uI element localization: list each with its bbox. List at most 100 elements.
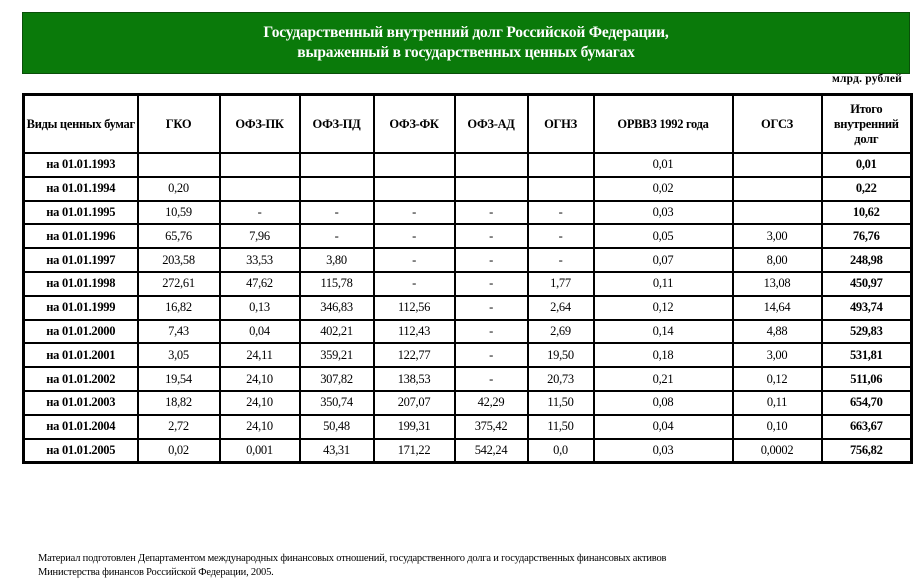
row-date: на 01.01.2004 bbox=[22, 413, 139, 440]
value-cell: - bbox=[526, 247, 595, 273]
value-cell: - bbox=[218, 199, 301, 226]
value-cell: 122,77 bbox=[372, 342, 456, 369]
value-cell: 0,03 bbox=[592, 199, 734, 226]
source-note: Материал подготовлен Департаментом между… bbox=[38, 552, 666, 580]
value-cell: 0,20 bbox=[136, 175, 221, 202]
value-cell: 8,00 bbox=[731, 247, 823, 273]
value-cell: 542,24 bbox=[453, 437, 529, 464]
column-header: ГКО bbox=[136, 93, 221, 154]
value-cell: - bbox=[298, 223, 375, 250]
value-cell: 24,11 bbox=[218, 342, 301, 369]
table-row: на 01.01.1996 65,76 7,96- - - -0,05 3,00 76,76 bbox=[22, 223, 913, 250]
value-cell: 0,08 bbox=[592, 389, 734, 416]
total-cell: 663,67 bbox=[820, 413, 913, 440]
value-cell: 50,48 bbox=[298, 413, 375, 440]
value-cell: 2,69 bbox=[526, 318, 595, 345]
value-cell: - bbox=[453, 270, 529, 297]
table-row: на 01.01.1997 203,58 33,53 3,80- - -0,07 8,00 2… bbox=[22, 247, 913, 273]
total-cell: 756,82 bbox=[820, 437, 913, 464]
value-cell: 350,74 bbox=[298, 389, 375, 416]
value-cell: 4,88 bbox=[731, 318, 823, 345]
value-cell: 24,10 bbox=[218, 413, 301, 440]
value-cell: 0,05 bbox=[592, 223, 734, 250]
value-cell: 0,001 bbox=[218, 437, 301, 464]
value-cell: - bbox=[453, 223, 529, 250]
column-header: ОФЗ-ПК bbox=[218, 93, 301, 154]
row-date: на 01.01.1994 bbox=[22, 175, 139, 202]
value-cell: 3,00 bbox=[731, 342, 823, 369]
value-cell: - bbox=[453, 318, 529, 345]
table-row: на 01.01.2004 2,72 24,10 50,48 199,31 375,42 1… bbox=[22, 413, 913, 440]
value-cell: 207,07 bbox=[372, 389, 456, 416]
value-cell: 0,11 bbox=[731, 389, 823, 416]
value-cell bbox=[526, 152, 595, 178]
value-cell: 10,59 bbox=[136, 199, 221, 226]
total-cell: 0,01 bbox=[820, 152, 913, 178]
value-cell: 0,0 bbox=[526, 437, 595, 464]
value-cell: 112,43 bbox=[372, 318, 456, 345]
value-cell bbox=[298, 175, 375, 202]
total-cell: 0,22 bbox=[820, 175, 913, 202]
table-row: на 01.01.2005 0,02 0,001 43,31 171,22 542,24 0… bbox=[22, 437, 913, 464]
value-cell: 19,54 bbox=[136, 366, 221, 392]
value-cell: 47,62 bbox=[218, 270, 301, 297]
row-date: на 01.01.2005 bbox=[22, 437, 139, 464]
value-cell: 0,12 bbox=[731, 366, 823, 392]
value-cell: 7,43 bbox=[136, 318, 221, 345]
table-row: на 01.01.2003 18,82 24,10 350,74 207,07 42,29… bbox=[22, 389, 913, 416]
value-cell: 0,12 bbox=[592, 294, 734, 321]
column-header: Итого внутренний долг bbox=[820, 93, 913, 154]
value-cell: 2,72 bbox=[136, 413, 221, 440]
value-cell bbox=[136, 152, 221, 178]
value-cell: 43,31 bbox=[298, 437, 375, 464]
value-cell: - bbox=[526, 199, 595, 226]
value-cell: 0,04 bbox=[218, 318, 301, 345]
value-cell: 0,10 bbox=[731, 413, 823, 440]
value-cell: 0,07 bbox=[592, 247, 734, 273]
value-cell: 1,77 bbox=[526, 270, 595, 297]
value-cell: 0,21 bbox=[592, 366, 734, 392]
value-cell bbox=[526, 175, 595, 202]
value-cell: 115,78 bbox=[298, 270, 375, 297]
value-cell bbox=[453, 175, 529, 202]
value-cell: 19,50 bbox=[526, 342, 595, 369]
row-date: на 01.01.1998 bbox=[22, 270, 139, 297]
value-cell: 0,02 bbox=[592, 175, 734, 202]
total-cell: 76,76 bbox=[820, 223, 913, 250]
source-note-line-1: Материал подготовлен Департаментом между… bbox=[38, 553, 667, 564]
unit-label: млрд. рублей bbox=[832, 73, 902, 85]
value-cell: 0,13 bbox=[218, 294, 301, 321]
value-cell: - bbox=[372, 199, 456, 226]
value-cell: 13,08 bbox=[731, 270, 823, 297]
table-row: на 01.01.2000 7,43 0,04 402,21 112,43-2,69 0,… bbox=[22, 318, 913, 345]
title-line-1: Государственный внутренний долг Российск… bbox=[263, 24, 669, 41]
value-cell: - bbox=[453, 294, 529, 321]
column-header: ОФЗ-ФК bbox=[372, 93, 456, 154]
value-cell bbox=[731, 175, 823, 202]
value-cell: 24,10 bbox=[218, 366, 301, 392]
value-cell: - bbox=[453, 199, 529, 226]
value-cell: - bbox=[372, 270, 456, 297]
value-cell: - bbox=[526, 223, 595, 250]
total-cell: 529,83 bbox=[820, 318, 913, 345]
table-row: на 01.01.1993 0,01 0,01 bbox=[22, 152, 913, 178]
row-date: на 01.01.1997 bbox=[22, 247, 139, 273]
value-cell bbox=[372, 175, 456, 202]
value-cell: - bbox=[453, 247, 529, 273]
total-cell: 654,70 bbox=[820, 389, 913, 416]
column-header: ОФЗ-АД bbox=[453, 93, 529, 154]
value-cell: 0,01 bbox=[592, 152, 734, 178]
value-cell: 0,02 bbox=[136, 437, 221, 464]
value-cell: 65,76 bbox=[136, 223, 221, 250]
table-row: на 01.01.1998 272,61 47,62 115,78- -1,77 0,11… bbox=[22, 270, 913, 297]
total-cell: 10,62 bbox=[820, 199, 913, 226]
row-date: на 01.01.1993 bbox=[22, 152, 139, 178]
value-cell: - bbox=[372, 247, 456, 273]
value-cell bbox=[731, 152, 823, 178]
total-cell: 511,06 bbox=[820, 366, 913, 392]
value-cell: - bbox=[298, 199, 375, 226]
column-header: ОГНЗ bbox=[526, 93, 595, 154]
value-cell: 402,21 bbox=[298, 318, 375, 345]
column-header: Виды ценных бумаг bbox=[22, 93, 139, 154]
table-row: на 01.01.2001 3,05 24,11 359,21 122,77-19,50… bbox=[22, 342, 913, 369]
